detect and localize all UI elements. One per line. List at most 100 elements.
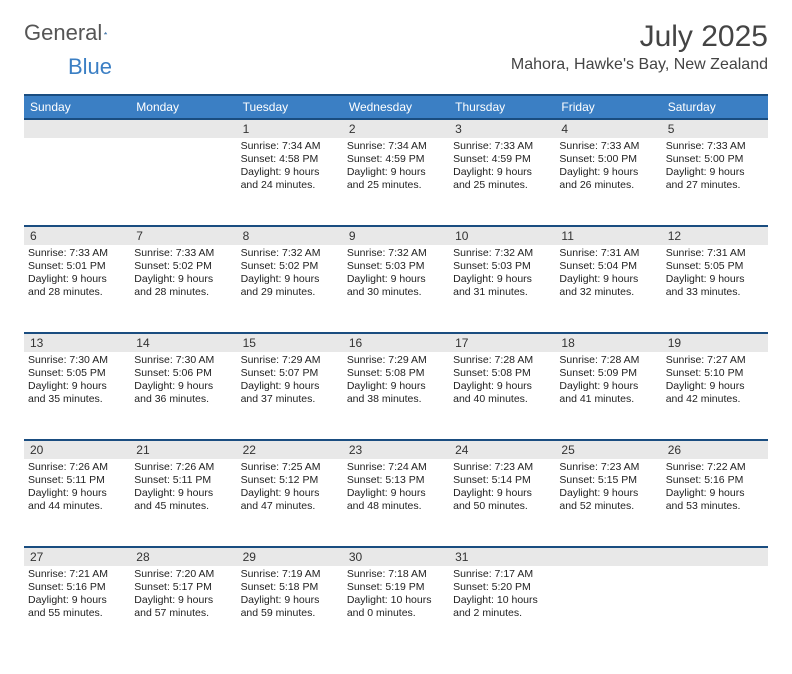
- daynum-row: 13141516171819: [24, 333, 768, 352]
- day-cell: Sunrise: 7:31 AMSunset: 5:04 PMDaylight:…: [555, 245, 661, 333]
- day-number-cell: 18: [555, 333, 661, 352]
- content-row: Sunrise: 7:26 AMSunset: 5:11 PMDaylight:…: [24, 459, 768, 547]
- day-number: 12: [662, 227, 768, 245]
- day-cell: Sunrise: 7:33 AMSunset: 5:00 PMDaylight:…: [555, 138, 661, 226]
- day-details: Sunrise: 7:23 AMSunset: 5:15 PMDaylight:…: [555, 459, 661, 518]
- day-number: 8: [237, 227, 343, 245]
- day-details: Sunrise: 7:33 AMSunset: 5:00 PMDaylight:…: [662, 138, 768, 197]
- day-number: 30: [343, 548, 449, 566]
- day-details: Sunrise: 7:27 AMSunset: 5:10 PMDaylight:…: [662, 352, 768, 411]
- day-cell: Sunrise: 7:29 AMSunset: 5:08 PMDaylight:…: [343, 352, 449, 440]
- day-number: 18: [555, 334, 661, 352]
- day-details: Sunrise: 7:29 AMSunset: 5:07 PMDaylight:…: [237, 352, 343, 411]
- day-cell: Sunrise: 7:32 AMSunset: 5:03 PMDaylight:…: [449, 245, 555, 333]
- day-details: Sunrise: 7:26 AMSunset: 5:11 PMDaylight:…: [24, 459, 130, 518]
- day-cell: Sunrise: 7:34 AMSunset: 4:58 PMDaylight:…: [237, 138, 343, 226]
- day-number: 2: [343, 120, 449, 138]
- day-cell: Sunrise: 7:30 AMSunset: 5:05 PMDaylight:…: [24, 352, 130, 440]
- day-details: Sunrise: 7:32 AMSunset: 5:03 PMDaylight:…: [449, 245, 555, 304]
- day-number-cell: 3: [449, 119, 555, 138]
- day-number-cell: 20: [24, 440, 130, 459]
- day-number-cell: 23: [343, 440, 449, 459]
- logo: General: [24, 20, 126, 46]
- day-details: Sunrise: 7:22 AMSunset: 5:16 PMDaylight:…: [662, 459, 768, 518]
- day-number-cell: [662, 547, 768, 566]
- calendar-table: SundayMondayTuesdayWednesdayThursdayFrid…: [24, 94, 768, 654]
- day-number-cell: 27: [24, 547, 130, 566]
- daynum-row: 6789101112: [24, 226, 768, 245]
- day-details: [555, 566, 661, 572]
- weekday-header: Tuesday: [237, 95, 343, 119]
- day-number-cell: 13: [24, 333, 130, 352]
- day-details: Sunrise: 7:19 AMSunset: 5:18 PMDaylight:…: [237, 566, 343, 625]
- day-details: Sunrise: 7:33 AMSunset: 5:02 PMDaylight:…: [130, 245, 236, 304]
- day-number: 17: [449, 334, 555, 352]
- logo-text-2: Blue: [68, 54, 112, 80]
- day-number: 10: [449, 227, 555, 245]
- day-cell: Sunrise: 7:23 AMSunset: 5:15 PMDaylight:…: [555, 459, 661, 547]
- day-number-cell: 17: [449, 333, 555, 352]
- day-number: 22: [237, 441, 343, 459]
- day-number: 14: [130, 334, 236, 352]
- day-cell: Sunrise: 7:21 AMSunset: 5:16 PMDaylight:…: [24, 566, 130, 654]
- day-cell: Sunrise: 7:28 AMSunset: 5:08 PMDaylight:…: [449, 352, 555, 440]
- day-cell: Sunrise: 7:33 AMSunset: 5:01 PMDaylight:…: [24, 245, 130, 333]
- day-cell: [555, 566, 661, 654]
- day-details: Sunrise: 7:18 AMSunset: 5:19 PMDaylight:…: [343, 566, 449, 625]
- day-details: [24, 138, 130, 144]
- day-number-cell: 11: [555, 226, 661, 245]
- day-number-cell: 2: [343, 119, 449, 138]
- day-number-cell: 1: [237, 119, 343, 138]
- day-number-cell: 8: [237, 226, 343, 245]
- day-details: [662, 566, 768, 572]
- day-number: 25: [555, 441, 661, 459]
- day-cell: Sunrise: 7:33 AMSunset: 4:59 PMDaylight:…: [449, 138, 555, 226]
- day-number-cell: 12: [662, 226, 768, 245]
- day-cell: Sunrise: 7:26 AMSunset: 5:11 PMDaylight:…: [130, 459, 236, 547]
- day-details: Sunrise: 7:28 AMSunset: 5:09 PMDaylight:…: [555, 352, 661, 411]
- day-details: Sunrise: 7:33 AMSunset: 4:59 PMDaylight:…: [449, 138, 555, 197]
- day-cell: Sunrise: 7:29 AMSunset: 5:07 PMDaylight:…: [237, 352, 343, 440]
- day-details: Sunrise: 7:23 AMSunset: 5:14 PMDaylight:…: [449, 459, 555, 518]
- day-number: 11: [555, 227, 661, 245]
- content-row: Sunrise: 7:30 AMSunset: 5:05 PMDaylight:…: [24, 352, 768, 440]
- location: Mahora, Hawke's Bay, New Zealand: [511, 56, 768, 74]
- title-block: July 2025 Mahora, Hawke's Bay, New Zeala…: [511, 20, 768, 74]
- day-number: 29: [237, 548, 343, 566]
- day-number-cell: 5: [662, 119, 768, 138]
- day-number: [130, 120, 236, 138]
- day-cell: Sunrise: 7:28 AMSunset: 5:09 PMDaylight:…: [555, 352, 661, 440]
- content-row: Sunrise: 7:33 AMSunset: 5:01 PMDaylight:…: [24, 245, 768, 333]
- day-number-cell: [130, 119, 236, 138]
- day-number-cell: 24: [449, 440, 555, 459]
- day-number-cell: 29: [237, 547, 343, 566]
- day-number: [555, 548, 661, 566]
- day-number-cell: 30: [343, 547, 449, 566]
- day-cell: Sunrise: 7:18 AMSunset: 5:19 PMDaylight:…: [343, 566, 449, 654]
- day-cell: Sunrise: 7:34 AMSunset: 4:59 PMDaylight:…: [343, 138, 449, 226]
- day-number-cell: 31: [449, 547, 555, 566]
- day-number: 16: [343, 334, 449, 352]
- day-cell: Sunrise: 7:30 AMSunset: 5:06 PMDaylight:…: [130, 352, 236, 440]
- day-details: Sunrise: 7:20 AMSunset: 5:17 PMDaylight:…: [130, 566, 236, 625]
- calendar-body: 12345Sunrise: 7:34 AMSunset: 4:58 PMDayl…: [24, 119, 768, 654]
- day-number-cell: 16: [343, 333, 449, 352]
- content-row: Sunrise: 7:34 AMSunset: 4:58 PMDaylight:…: [24, 138, 768, 226]
- day-cell: Sunrise: 7:33 AMSunset: 5:00 PMDaylight:…: [662, 138, 768, 226]
- day-details: Sunrise: 7:24 AMSunset: 5:13 PMDaylight:…: [343, 459, 449, 518]
- day-details: Sunrise: 7:29 AMSunset: 5:08 PMDaylight:…: [343, 352, 449, 411]
- day-details: Sunrise: 7:28 AMSunset: 5:08 PMDaylight:…: [449, 352, 555, 411]
- weekday-header: Sunday: [24, 95, 130, 119]
- daynum-row: 2728293031: [24, 547, 768, 566]
- weekday-header: Thursday: [449, 95, 555, 119]
- day-number-cell: 26: [662, 440, 768, 459]
- weekday-header: Monday: [130, 95, 236, 119]
- day-number-cell: 15: [237, 333, 343, 352]
- day-number: [662, 548, 768, 566]
- day-cell: [662, 566, 768, 654]
- day-number: 5: [662, 120, 768, 138]
- day-details: Sunrise: 7:32 AMSunset: 5:02 PMDaylight:…: [237, 245, 343, 304]
- day-cell: Sunrise: 7:17 AMSunset: 5:20 PMDaylight:…: [449, 566, 555, 654]
- month-title: July 2025: [511, 20, 768, 54]
- day-number: 27: [24, 548, 130, 566]
